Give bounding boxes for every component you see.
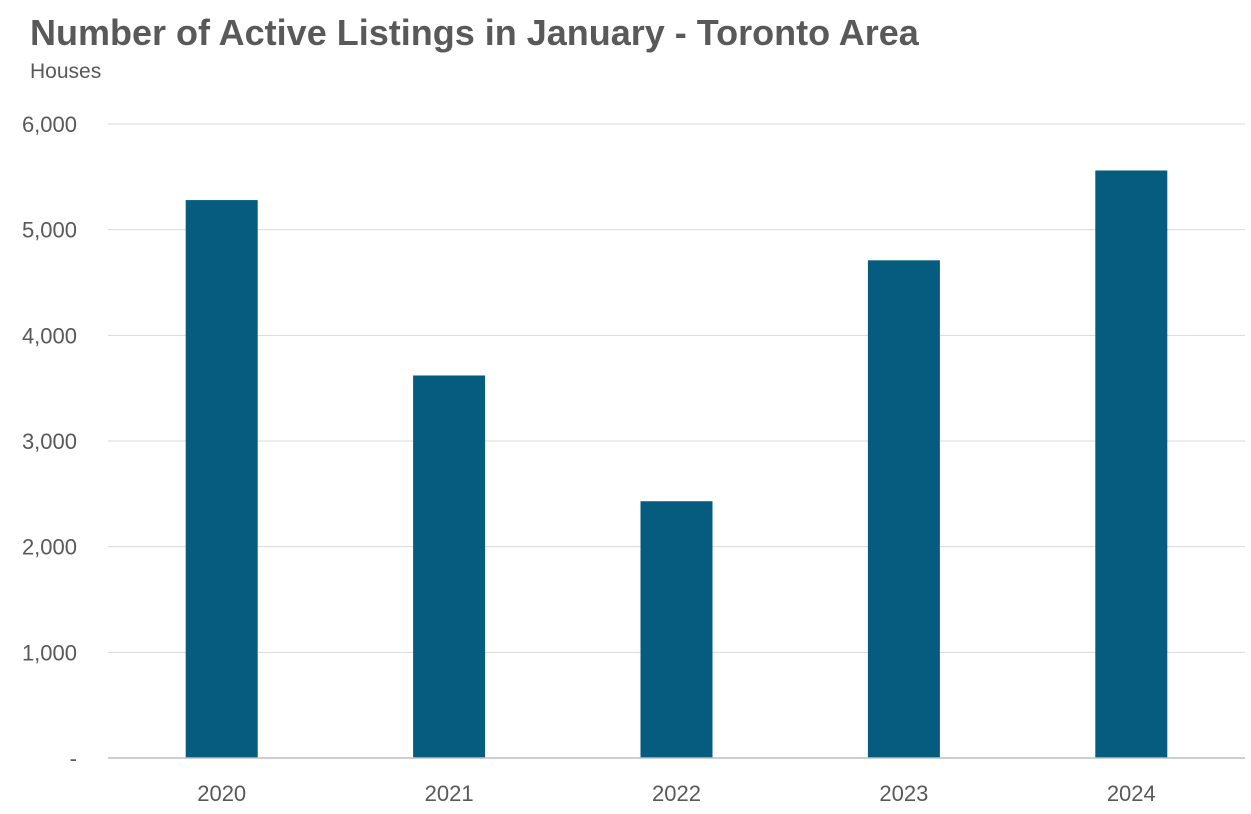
- y-tick-label: 1,000: [22, 640, 77, 665]
- y-axis-labels: - 1,000 2,000 3,000 4,000 5,000 6,000: [22, 112, 77, 771]
- y-tick-label: 2,000: [22, 535, 77, 560]
- x-tick-label: 2024: [1107, 781, 1156, 806]
- x-tick-label: 2020: [197, 781, 246, 806]
- y-tick-label: 3,000: [22, 429, 77, 454]
- bar-2023: [867, 260, 940, 758]
- bar-2020: [185, 200, 258, 758]
- x-tick-label: 2021: [425, 781, 474, 806]
- bar-2024: [1095, 170, 1168, 758]
- y-tick-label: -: [70, 746, 77, 771]
- x-tick-label: 2022: [652, 781, 701, 806]
- x-tick-label: 2023: [879, 781, 928, 806]
- y-tick-label: 5,000: [22, 218, 77, 243]
- bars: [185, 170, 1168, 758]
- bar-2022: [640, 501, 713, 758]
- x-axis-labels: 2020 2021 2022 2023 2024: [197, 781, 1156, 806]
- bar-2021: [413, 375, 486, 758]
- y-tick-label: 6,000: [22, 112, 77, 137]
- y-tick-label: 4,000: [22, 323, 77, 348]
- chart-subtitle: Houses: [30, 60, 102, 83]
- chart-title: Number of Active Listings in January - T…: [30, 12, 919, 53]
